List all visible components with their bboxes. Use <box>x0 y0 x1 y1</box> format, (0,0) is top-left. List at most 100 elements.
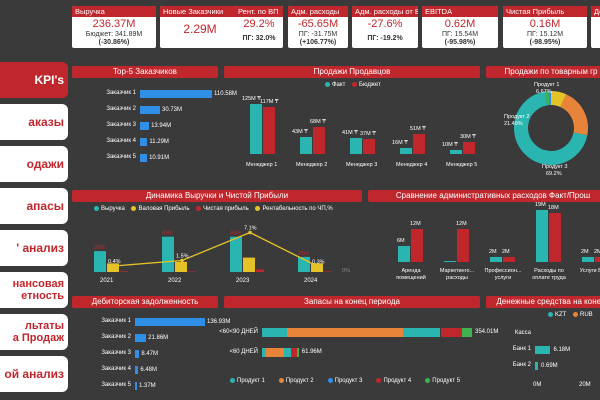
legend-item: KZT <box>548 312 566 318</box>
nav-sales-results[interactable]: льтаты а Продаж <box>0 314 68 350</box>
legend-label: Продукт 3 <box>334 378 363 385</box>
bar-segment <box>461 328 472 337</box>
point-rentability-label: 0.4% <box>108 259 121 265</box>
bar <box>140 106 160 114</box>
legend-label: Факт <box>332 82 346 89</box>
nav-label: ' анализ <box>16 241 64 255</box>
category-label: Менеджер 4 <box>396 162 428 168</box>
bar-prev <box>503 256 515 262</box>
bar-fact <box>400 147 412 154</box>
point-rentability-label: 7.1% <box>244 226 257 232</box>
panel-stocks-header: Запасы на конец периода <box>224 296 480 308</box>
bar-category-label: Заказчик 3 <box>101 350 131 356</box>
kpi-sub: Бюджет: 341.89M <box>85 31 143 38</box>
kpi-value: -65.65M <box>297 18 339 30</box>
donut-slice <box>559 94 588 136</box>
nav-sales[interactable]: одажи <box>0 146 68 182</box>
legend-dot <box>278 378 284 383</box>
legend-label: Бюджет <box>359 82 381 89</box>
panel-top5-header: Top-5 Заказчиков <box>72 66 218 78</box>
bar-category-label: Банк 1 <box>512 346 531 352</box>
legend-dot <box>425 378 431 383</box>
point-rentability-label: 0.3% <box>312 260 325 266</box>
bar-fact <box>398 245 410 262</box>
category-label: Менеджер 5 <box>446 162 478 168</box>
kpi-gross-margin: Рент. по ВП 29.2% ПГ: 32.0% <box>235 6 283 48</box>
kpi-ebitda: EBITDA 0.62M ПГ: 15.54M (-95.98%) <box>422 6 498 48</box>
kpi-sub: ПГ: 15.54M <box>441 31 479 38</box>
bar-segment <box>402 328 441 337</box>
bar <box>135 334 147 342</box>
chart-revenue-dynamics: 29M 2021 49M 2022 49M 2023 21M 2024 0.4% 1.5% 7.1%… <box>94 226 350 284</box>
bar-fact <box>444 260 456 262</box>
bar <box>535 362 538 370</box>
kpi-sub: ПГ: -19.2% <box>367 35 403 42</box>
category-label: Маркетинго... <box>439 268 475 274</box>
bar <box>135 382 137 390</box>
legend-label: RUB <box>580 312 593 319</box>
kpi-value: 2.29M <box>183 22 217 36</box>
bar-budget-label: 117M ₸ <box>260 99 279 106</box>
nav-label: апасы <box>26 199 64 213</box>
legend-label: Продукт 1 <box>237 378 265 385</box>
bar-prev-label: 2M <box>502 248 510 255</box>
bar-category-label: Заказчик 1 <box>101 318 131 324</box>
bar-net-profit <box>324 271 332 272</box>
bar-value-label: 30.73M <box>162 107 183 113</box>
year-label: 2022 <box>168 278 182 284</box>
bar-revenue <box>230 236 242 272</box>
bar <box>140 154 148 162</box>
nav-label: ой анализ <box>4 367 64 381</box>
bar-category-label: Заказчик 1 <box>106 90 136 96</box>
bar-revenue-label: 49M <box>162 231 173 237</box>
bar-fact <box>450 150 462 154</box>
bar-segment <box>284 348 292 357</box>
legend-dot <box>327 378 333 383</box>
legend-item: Продукт 1 <box>230 378 265 384</box>
kpi-title: Новые Заказчики <box>160 6 240 17</box>
bar-prev-label: 12M <box>456 221 467 228</box>
bar-segment <box>440 328 462 337</box>
nav-kpis[interactable]: KPI's <box>0 62 68 98</box>
kpi-sub: ПГ: 15.12M <box>526 31 564 38</box>
panel-sales-group-header: Продажи по товарным гр <box>486 66 600 78</box>
nav-orders[interactable]: аказы <box>0 104 68 140</box>
legend-item: Продукт 4 <box>376 378 411 384</box>
slice-pct-label: 21.48% <box>504 121 523 127</box>
bar <box>135 366 139 374</box>
bar-value-label: 110.58M <box>214 91 237 97</box>
bar-gross-profit <box>175 261 187 272</box>
legend-label: Продукт 5 <box>432 378 461 385</box>
bar-value-label: 21.86M <box>148 335 169 341</box>
kpi-revenue: Выручка 236.37M Бюджет: 341.89M (-30.86%… <box>72 6 156 48</box>
dynamics-legend: Выручка Валовая Прибыль Чистая прибыль Р… <box>94 206 338 212</box>
legend-label: Валовая Прибыль <box>138 206 190 213</box>
legend-item: Валовая Прибыль <box>131 206 189 212</box>
sidebar: KPI's аказы одажи апасы ' анализ нансова… <box>0 0 68 400</box>
kpi-admin-expenses: Адм. расходы -65.65M ПГ: -31.75M (+106.7… <box>288 6 348 48</box>
kpi-title: Дене <box>591 6 600 17</box>
bar-gross-profit <box>243 257 255 272</box>
point-rentability <box>112 264 116 268</box>
category-label: оплате труда <box>532 275 566 281</box>
bar-revenue-label: 29M <box>94 245 105 251</box>
point-rentability <box>180 258 184 263</box>
bar-category-label: Банк 2 <box>512 362 531 368</box>
nav-label: KPI's <box>34 73 64 87</box>
donut-slice <box>550 91 567 108</box>
nav-analysis[interactable]: ' анализ <box>0 230 68 266</box>
legend-item: Факт <box>325 82 345 88</box>
bar-value-label: 11.29M <box>149 139 169 145</box>
chart-sales-by-group: Продукт 16.67% Продукт 221.48% Продукт 369… <box>504 82 588 177</box>
legend-item: Продукт 3 <box>327 378 363 385</box>
legend-dot <box>573 312 579 317</box>
bar-value-label: 8.47M <box>141 351 159 357</box>
bar-value-label: 6.48M <box>140 367 157 373</box>
bar-category-label: Касса <box>514 330 531 336</box>
nav-stocks[interactable]: апасы <box>0 188 68 224</box>
bar-value-label: 13.94M <box>151 123 172 129</box>
bar-net-profit <box>120 271 128 272</box>
nav-other-analysis[interactable]: ой анализ <box>0 356 68 392</box>
nav-financial-report[interactable]: нансовая етность <box>0 272 68 308</box>
point-rentability-label: 1.5% <box>176 254 189 260</box>
